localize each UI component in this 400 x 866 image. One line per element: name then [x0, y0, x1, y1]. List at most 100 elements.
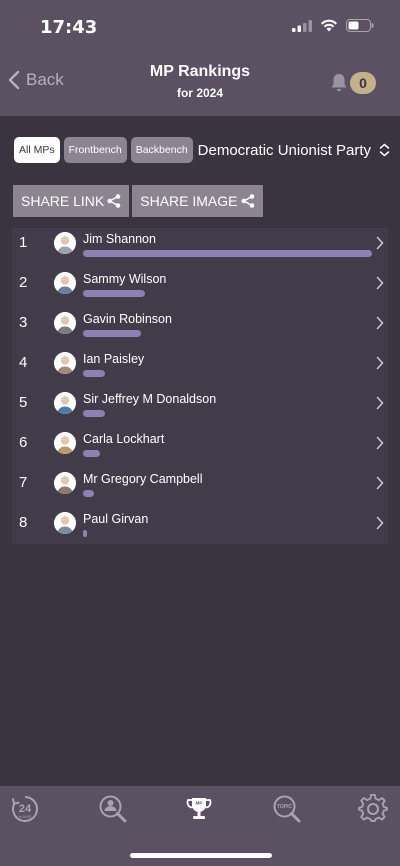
score-bar-fill — [83, 490, 94, 497]
page-title: MP Rankings — [149, 63, 251, 80]
chevron-right-icon — [376, 276, 384, 290]
mp-avatar — [54, 432, 76, 454]
tab-mp-search[interactable]: MP — [98, 794, 130, 826]
chip-backbench[interactable]: Backbench — [130, 137, 193, 163]
party-select[interactable]: Democratic Unionist Party — [198, 142, 390, 159]
share-icon — [107, 194, 121, 208]
person-portrait-icon — [54, 352, 76, 374]
rank-number: 1 — [19, 234, 28, 251]
ranking-row[interactable]: 1 Jim Shannon — [12, 228, 388, 268]
rank-number: 3 — [19, 314, 28, 331]
tab-24-label: 24 — [19, 803, 32, 815]
ranking-row[interactable]: 5 Sir Jeffrey M Donaldson — [12, 388, 388, 428]
ranking-row[interactable]: 6 Carla Lockhart — [12, 428, 388, 468]
rank-number: 7 — [19, 474, 28, 491]
person-portrait-icon — [54, 472, 76, 494]
mp-avatar — [54, 232, 76, 254]
home-indicator — [130, 853, 272, 858]
tab-24-hours[interactable]: 24 HOURS — [10, 794, 42, 826]
tab-bar: 24 HOURS MP MP TOPIC — [0, 786, 400, 866]
score-bar — [83, 290, 372, 297]
share-row: SHARE LINK SHARE IMAGE — [13, 185, 263, 217]
cellular-signal-icon — [292, 19, 312, 32]
chevron-right-icon — [376, 316, 384, 330]
rank-number: 8 — [19, 514, 28, 531]
wifi-icon — [321, 19, 337, 32]
back-button[interactable]: Back — [8, 70, 64, 90]
person-portrait-icon — [54, 392, 76, 414]
mp-name: Jim Shannon — [83, 232, 156, 246]
share-icon — [241, 194, 254, 208]
gear-icon — [358, 793, 388, 822]
score-bar — [83, 450, 372, 457]
chevron-up-down-icon — [379, 143, 390, 157]
nav-header: Back MP Rankings for 2024 0 — [0, 54, 400, 116]
chip-frontbench[interactable]: Frontbench — [63, 137, 127, 163]
chevron-right-icon — [376, 396, 384, 410]
chip-all-mps[interactable]: All MPs — [14, 137, 60, 163]
ranking-row[interactable]: 4 Ian Paisley — [12, 348, 388, 388]
ranking-row[interactable]: 7 Mr Gregory Campbell — [12, 468, 388, 508]
notifications-button[interactable]: 0 — [330, 72, 376, 94]
bell-icon — [331, 74, 347, 92]
notification-count-badge: 0 — [350, 72, 376, 94]
tab-mp-rankings[interactable]: MP — [184, 794, 216, 826]
tab-settings[interactable] — [358, 793, 390, 826]
tab-24-sub: HOURS — [19, 815, 32, 819]
person-portrait-icon — [54, 272, 76, 294]
share-link-button[interactable]: SHARE LINK — [13, 185, 130, 217]
share-link-label: SHARE LINK — [21, 193, 105, 209]
score-bar-fill — [83, 290, 146, 297]
person-portrait-icon — [54, 512, 76, 534]
score-bar — [83, 410, 372, 417]
chevron-left-icon — [8, 70, 20, 90]
score-bar — [83, 530, 372, 537]
24-hours-icon: 24 HOURS — [12, 796, 38, 822]
ranking-row[interactable]: 3 Gavin Robinson — [12, 308, 388, 348]
share-image-label: SHARE IMAGE — [140, 193, 238, 209]
tab-topic-search[interactable]: TOPIC — [272, 794, 304, 826]
score-bar-fill — [83, 450, 100, 457]
chevron-right-icon — [376, 436, 384, 450]
status-time: 17:43 — [40, 17, 98, 38]
score-bar — [83, 250, 372, 257]
filter-row: All MPs Frontbench Backbench Democratic … — [14, 137, 390, 163]
score-bar-fill — [83, 530, 88, 537]
tab-mp-search-label: MP — [108, 812, 114, 816]
share-image-button[interactable]: SHARE IMAGE — [132, 185, 263, 217]
status-icons — [292, 19, 374, 32]
score-bar-fill — [83, 410, 105, 417]
mp-avatar — [54, 392, 76, 414]
status-bar: 17:43 — [0, 0, 400, 54]
mp-name: Gavin Robinson — [83, 312, 172, 326]
person-portrait-icon — [54, 232, 76, 254]
ranking-row[interactable]: 8 Paul Girvan — [12, 508, 388, 548]
chevron-right-icon — [376, 516, 384, 530]
score-bar-fill — [83, 250, 372, 257]
mp-avatar — [54, 352, 76, 374]
topic-search-icon: TOPIC — [273, 795, 301, 823]
mp-search-icon: MP — [99, 795, 127, 823]
chevron-right-icon — [376, 236, 384, 250]
chevron-right-icon — [376, 476, 384, 490]
rank-number: 6 — [19, 434, 28, 451]
mp-avatar — [54, 312, 76, 334]
mp-name: Paul Girvan — [83, 512, 149, 526]
page-subtitle: for 2024 — [176, 86, 224, 100]
mp-avatar — [54, 472, 76, 494]
tab-mp-rankings-label: MP — [196, 801, 203, 806]
person-portrait-icon — [54, 432, 76, 454]
party-select-value: Democratic Unionist Party — [197, 141, 372, 159]
rankings-list: 1 Jim Shannon 2 Sammy Wilson 3 Gavin Robinson… — [12, 228, 388, 544]
rank-number: 4 — [19, 354, 28, 371]
mp-name: Carla Lockhart — [83, 432, 165, 446]
battery-icon — [346, 19, 374, 32]
score-bar-fill — [83, 330, 141, 337]
mp-avatar — [54, 272, 76, 294]
ranking-row[interactable]: 2 Sammy Wilson — [12, 268, 388, 308]
rank-number: 5 — [19, 394, 28, 411]
mp-avatar — [54, 512, 76, 534]
tab-topic-label: TOPIC — [277, 804, 293, 810]
chevron-right-icon — [376, 356, 384, 370]
mp-name: Sir Jeffrey M Donaldson — [83, 392, 217, 406]
